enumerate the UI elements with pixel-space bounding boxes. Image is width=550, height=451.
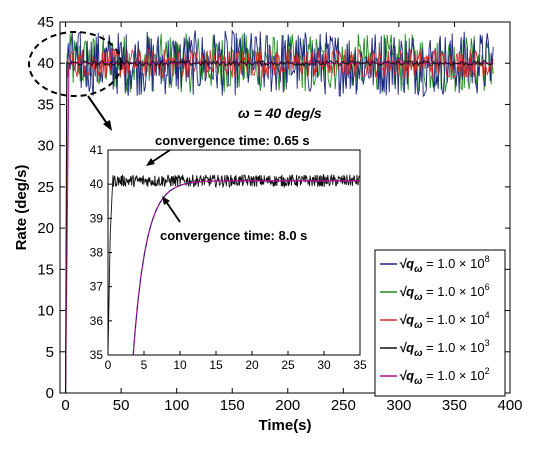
y-tick-label: 25 [37, 179, 54, 196]
annotation-slow: convergence time: 8.0 s [160, 228, 307, 243]
legend: √qω = 1.0 × 108√qω = 1.0 × 106√qω = 1.0 … [374, 249, 506, 397]
omega-annotation: ω = 40 deg/s [238, 105, 322, 121]
y-tick-label: 5 [46, 344, 54, 361]
x-tick-label: 200 [275, 397, 300, 414]
legend-label-sub: ω [414, 320, 423, 331]
legend-label-sub: ω [414, 376, 423, 387]
y-tick-label: 40 [37, 55, 54, 72]
legend-label-value: = 1.0 × 10 [422, 284, 484, 299]
series-line-0 [65, 29, 494, 394]
inset-x-tick-label: 10 [173, 358, 187, 372]
inset-y-tick-label: 41 [90, 143, 104, 157]
x-tick-label: 400 [497, 397, 522, 414]
inset-x-tick-label: 20 [245, 358, 259, 372]
inset-y-tick-label: 40 [90, 177, 104, 191]
x-tick-label: 350 [442, 397, 467, 414]
zoom-arrow-head [103, 120, 112, 131]
legend-label-prefix: √q [399, 312, 414, 327]
x-tick-label: 150 [220, 397, 245, 414]
legend-label-exp: 4 [485, 310, 490, 320]
legend-label-exp: 2 [485, 366, 490, 376]
legend-label-value: = 1.0 × 10 [422, 368, 484, 383]
y-tick-label: 45 [37, 14, 54, 31]
x-tick-label: 100 [164, 397, 189, 414]
inset-y-tick-label: 38 [90, 246, 104, 260]
legend-label-exp: 3 [485, 338, 490, 348]
legend-label-exp: 6 [485, 282, 490, 292]
x-tick-label: 250 [331, 397, 356, 414]
legend-label: √qω = 1.0 × 108 [399, 254, 490, 275]
legend-label-prefix: √q [399, 368, 414, 383]
annotation-fast-arrow-head [146, 158, 155, 166]
x-axis-label: Time(s) [258, 417, 311, 434]
y-axis-label: Rate (deg/s) [13, 165, 30, 251]
x-tick-label: 0 [61, 397, 69, 414]
inset-y-tick-label: 36 [90, 314, 104, 328]
inset-x-tick-label: 25 [281, 358, 295, 372]
legend-label-sub: ω [414, 348, 423, 359]
inset-line-fast [107, 173, 360, 356]
y-tick-label: 30 [37, 138, 54, 155]
y-tick-label: 15 [37, 261, 54, 278]
legend-label-sub: ω [414, 264, 423, 275]
highlight-ellipse [28, 31, 122, 97]
legend-label-prefix: √q [399, 284, 414, 299]
annotation-fast: convergence time: 0.65 s [155, 133, 310, 148]
legend-label-exp: 8 [485, 254, 490, 264]
legend-box [374, 249, 506, 397]
inset-x-tick-label: 15 [209, 358, 223, 372]
legend-label: √qω = 1.0 × 102 [399, 366, 490, 387]
legend-label: √qω = 1.0 × 103 [399, 338, 490, 359]
legend-label-prefix: √q [399, 256, 414, 271]
legend-label-value: = 1.0 × 10 [422, 256, 484, 271]
y-tick-label: 10 [37, 303, 54, 320]
inset-y-tick-label: 35 [90, 348, 104, 362]
series-line-3 [65, 59, 494, 394]
legend-label: √qω = 1.0 × 106 [399, 282, 490, 303]
inset-y-tick-label: 37 [90, 280, 104, 294]
inset-plot: 0 5 10 15 20 25 30 35 35 36 37 38 39 40 41 convergence … [72, 133, 372, 385]
x-tick-label: 50 [113, 397, 130, 414]
legend-label-prefix: √q [399, 340, 414, 355]
inset-x-tick-label: 0 [105, 358, 112, 372]
annotation-slow-arrow-head [162, 196, 170, 205]
legend-label-value: = 1.0 × 10 [422, 340, 484, 355]
y-tick-label: 35 [37, 96, 54, 113]
inset-x-tick-label: 5 [141, 358, 148, 372]
inset-y-tick-label: 39 [90, 211, 104, 225]
inset-x-tick-label: 30 [317, 358, 331, 372]
y-tick-label: 20 [37, 220, 54, 237]
y-tick-label: 0 [46, 385, 54, 402]
axes-frame [59, 21, 511, 394]
annotation-slow-arrow [164, 199, 181, 223]
x-tick-label: 300 [386, 397, 411, 414]
legend-label-value: = 1.0 × 10 [422, 312, 484, 327]
legend-label-sub: ω [414, 292, 423, 303]
legend-label: √qω = 1.0 × 104 [399, 310, 490, 331]
inset-x-tick-label: 35 [353, 358, 367, 372]
